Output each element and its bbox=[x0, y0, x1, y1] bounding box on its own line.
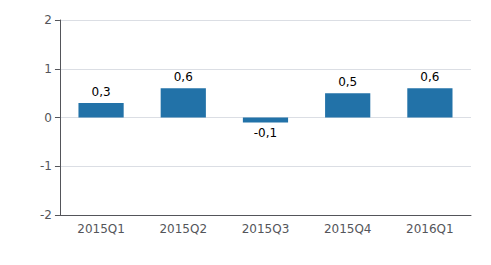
svg-text:0,3: 0,3 bbox=[92, 85, 111, 99]
svg-text:-2: -2 bbox=[40, 208, 52, 222]
svg-text:0,5: 0,5 bbox=[338, 75, 357, 89]
svg-text:0: 0 bbox=[44, 111, 52, 125]
svg-text:2015Q4: 2015Q4 bbox=[324, 222, 372, 236]
svg-text:2015Q2: 2015Q2 bbox=[159, 222, 207, 236]
svg-text:0,6: 0,6 bbox=[174, 70, 193, 84]
svg-text:2016Q1: 2016Q1 bbox=[406, 222, 454, 236]
svg-text:2015Q1: 2015Q1 bbox=[77, 222, 125, 236]
svg-text:2015Q3: 2015Q3 bbox=[242, 222, 290, 236]
svg-text:1: 1 bbox=[44, 62, 52, 76]
svg-text:2: 2 bbox=[44, 13, 52, 27]
svg-text:-1: -1 bbox=[40, 159, 52, 173]
svg-text:0,6: 0,6 bbox=[420, 70, 439, 84]
svg-text:-0,1: -0,1 bbox=[254, 126, 277, 140]
